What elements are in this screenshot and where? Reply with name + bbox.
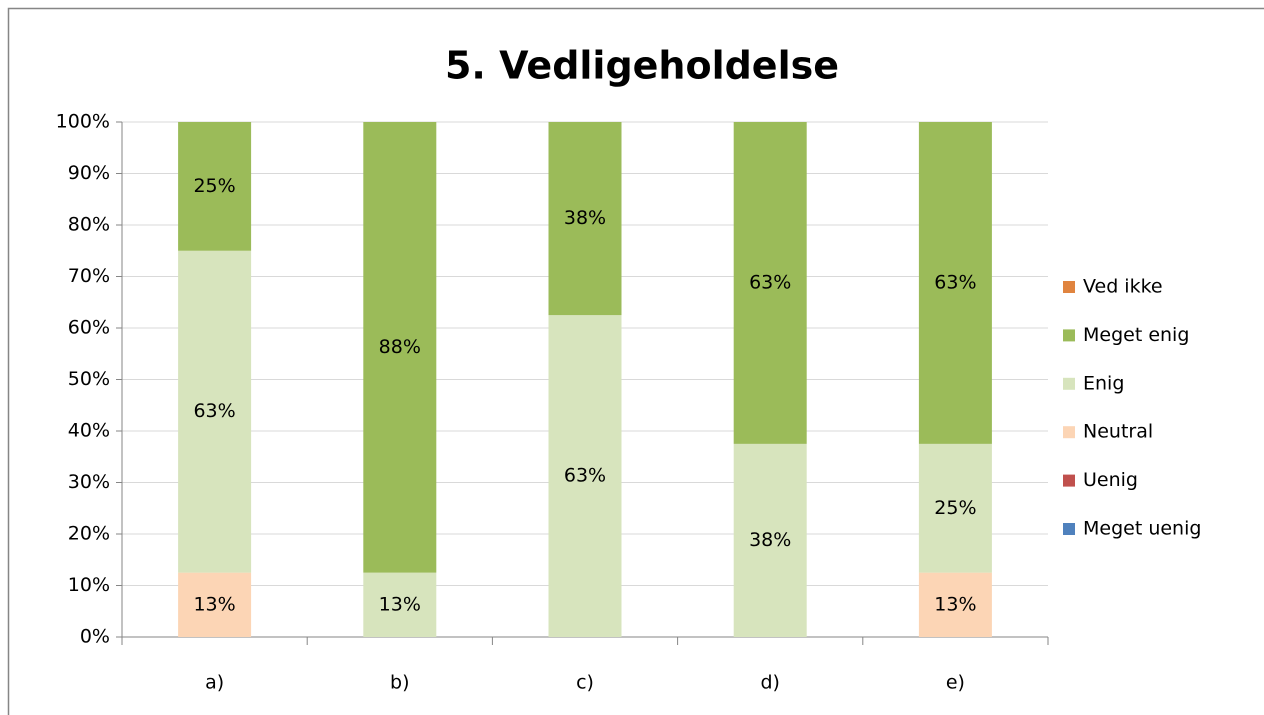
y-tick-label: 60%	[68, 317, 110, 339]
y-tick-label: 0%	[80, 626, 110, 648]
bar-segment	[918, 122, 992, 444]
bar-segment	[733, 443, 807, 637]
legend-label: Uenig	[1083, 469, 1138, 491]
y-tick-label: 20%	[68, 523, 110, 545]
y-tick-label: 90%	[68, 162, 110, 184]
data-label: 38%	[749, 529, 791, 551]
y-tick-label: 50%	[68, 368, 110, 390]
data-label: 25%	[193, 175, 235, 197]
data-label: 63%	[749, 271, 791, 293]
x-tick-label: a)	[205, 672, 224, 694]
legend-swatch	[1063, 281, 1075, 293]
bar-segment	[918, 443, 992, 573]
bar-segment	[363, 572, 437, 637]
bar-segment	[178, 572, 252, 637]
x-tick-label: c)	[576, 672, 594, 694]
y-tick-label: 40%	[68, 420, 110, 442]
legend-swatch	[1063, 474, 1075, 487]
legend-swatch	[1063, 329, 1075, 342]
legend-label: Meget uenig	[1083, 518, 1201, 540]
data-label: 88%	[379, 336, 421, 358]
x-tick-label: d)	[760, 672, 779, 694]
x-tick-label: e)	[946, 672, 965, 694]
data-label: 63%	[934, 271, 976, 293]
data-label: 13%	[379, 593, 421, 615]
data-label: 63%	[193, 400, 235, 422]
data-label: 25%	[934, 497, 976, 519]
bar-segment	[918, 572, 992, 637]
bar-segment	[178, 250, 252, 573]
bar-segment	[548, 315, 622, 637]
data-label: 13%	[934, 593, 976, 615]
y-tick-label: 70%	[68, 265, 110, 287]
data-label: 38%	[564, 207, 606, 229]
legend-label: Neutral	[1083, 421, 1153, 443]
y-tick-label: 80%	[68, 214, 110, 236]
bar-segment	[733, 122, 807, 444]
legend-swatch	[1063, 377, 1075, 390]
chart-title: 5. Vedligeholdelse	[445, 44, 839, 88]
legend-swatch	[1063, 426, 1075, 439]
y-tick-label: 100%	[56, 111, 110, 133]
y-tick-label: 10%	[68, 574, 110, 596]
bar-segment	[178, 122, 252, 251]
bar-segment	[548, 122, 622, 316]
x-tick-label: b)	[390, 672, 409, 694]
legend-label: Enig	[1083, 372, 1124, 394]
data-label: 63%	[564, 465, 606, 487]
legend-label: Meget enig	[1083, 324, 1189, 346]
data-label: 13%	[193, 593, 235, 615]
y-tick-label: 30%	[68, 471, 110, 493]
legend-label: Ved ikke	[1083, 276, 1163, 298]
legend-swatch	[1063, 523, 1075, 535]
bar-segment	[363, 122, 437, 573]
